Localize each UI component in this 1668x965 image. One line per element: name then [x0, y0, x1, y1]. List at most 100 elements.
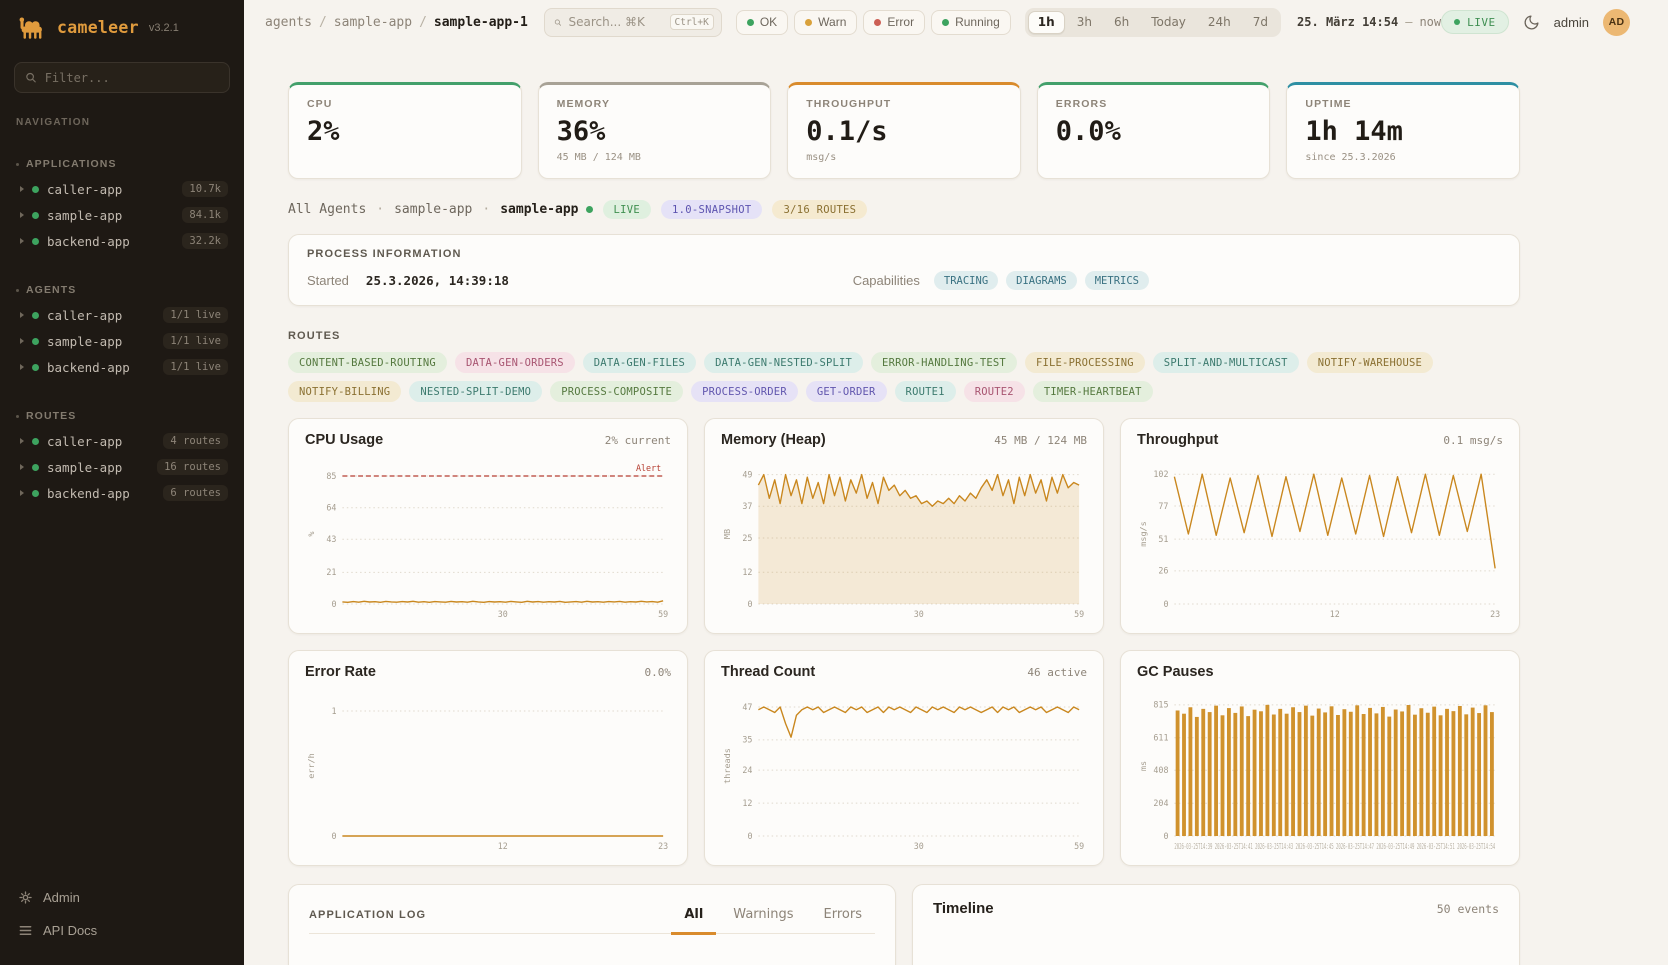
started-label: Started [307, 273, 349, 288]
sidebar-admin-link[interactable]: Admin [0, 881, 244, 914]
time-range-button[interactable]: Today [1141, 11, 1196, 34]
all-agents-link[interactable]: All Agents [288, 202, 367, 217]
live-label: LIVE [1467, 15, 1496, 29]
status-dot-icon [942, 18, 950, 26]
chart-title: Error Rate [305, 664, 376, 680]
stat-card[interactable]: ERRORS 0.0% [1036, 82, 1271, 179]
stat-card[interactable]: THROUGHPUT 0.1/s msg/s [787, 82, 1021, 179]
stat-card[interactable]: MEMORY 36% 45 MB / 124 MB [537, 82, 772, 179]
stat-label: UPTIME [1305, 98, 1352, 110]
stat-card[interactable]: UPTIME 1h 14m since 25.3.2026 [1286, 82, 1520, 179]
status-dot-icon [32, 237, 39, 245]
capability-chip: DIAGRAMS [1006, 271, 1077, 290]
chevron-right-icon [20, 364, 24, 370]
status-filter-chip[interactable]: Error [863, 9, 926, 35]
date-range-value: 25. März 14:54 [1297, 15, 1399, 29]
log-tab[interactable]: Errors [811, 903, 875, 935]
sidebar-item-route[interactable]: sample-app 16 routes [0, 454, 244, 480]
route-tag[interactable]: NOTIFY-BILLING [288, 381, 402, 402]
status-dot-icon [32, 437, 39, 445]
route-tag[interactable]: NESTED-SPLIT-DEMO [409, 381, 543, 402]
sidebar-filter[interactable] [14, 62, 230, 93]
avatar[interactable]: AD [1603, 8, 1631, 36]
sidebar-section-agents: AGENTS caller-app 1/1 live sample-app 1/… [0, 270, 244, 380]
route-tag[interactable]: TIMER-HEARTBEAT [1032, 381, 1153, 402]
route-tag[interactable]: GET-ORDER [805, 381, 887, 402]
time-range-button[interactable]: 1h [1027, 10, 1065, 34]
sidebar-item-count: 6 routes [163, 485, 228, 501]
route-tag[interactable]: ROUTE2 [963, 381, 1025, 402]
route-tag[interactable]: DATA-GEN-ORDERS [454, 352, 575, 373]
gc-pauses-card: GC Pauses 0 204 408 611 815 ms 2026-03-25T14:3… [1120, 650, 1520, 866]
status-filter-chip[interactable]: Warn [794, 9, 858, 35]
time-range-button[interactable]: 7d [1243, 11, 1278, 34]
global-search[interactable]: Ctrl+K [543, 7, 722, 37]
svg-text:77: 77 [1158, 501, 1168, 511]
route-tag[interactable]: SPLIT-AND-MULTICAST [1152, 352, 1299, 373]
sidebar-filter-input[interactable] [44, 70, 219, 85]
log-tab[interactable]: All [671, 903, 717, 935]
status-filter-chip[interactable]: Running [931, 9, 1011, 35]
sidebar-item-count: 32.2k [182, 233, 228, 249]
status-filter-label: Warn [818, 15, 847, 29]
route-tag[interactable]: DATA-GEN-FILES [582, 352, 697, 373]
section-header-applications[interactable]: APPLICATIONS [16, 158, 228, 170]
application-log-card: APPLICATION LOG All Warnings Errors [288, 884, 896, 965]
route-tag[interactable]: PROCESS-COMPOSITE [550, 381, 684, 402]
search-input[interactable] [568, 15, 663, 29]
sidebar-item-agent[interactable]: caller-app 1/1 live [0, 302, 244, 328]
time-range-button[interactable]: 24h [1198, 11, 1241, 34]
chevron-right-icon [20, 338, 24, 344]
section-dot-icon [16, 414, 19, 418]
route-tag[interactable]: DATA-GEN-NESTED-SPLIT [704, 352, 864, 373]
route-tag[interactable]: PROCESS-ORDER [691, 381, 798, 402]
live-badge: LIVE [602, 200, 651, 219]
sidebar-item-route[interactable]: backend-app 6 routes [0, 480, 244, 506]
stat-card[interactable]: CPU 2% [288, 82, 522, 179]
sidebar-item-agent[interactable]: sample-app 1/1 live [0, 328, 244, 354]
error-rate-chart: 0 1 12 23 err/h [306, 706, 668, 851]
username: admin [1553, 14, 1590, 30]
live-indicator[interactable]: LIVE [1441, 10, 1509, 34]
search-icon [554, 18, 561, 26]
route-tag[interactable]: ERROR-HANDLING-TEST [871, 352, 1017, 373]
breadcrumb-sample-app[interactable]: sample-app [333, 14, 413, 30]
navigation-label: NAVIGATION [16, 117, 91, 128]
log-tab[interactable]: Warnings [720, 903, 806, 935]
stat-value: 2% [307, 116, 340, 147]
search-icon [26, 72, 36, 83]
section-header-routes[interactable]: ROUTES [16, 410, 228, 422]
chevron-right-icon [20, 186, 24, 192]
status-dot-icon [32, 363, 39, 371]
section-header-agents[interactable]: AGENTS [16, 284, 228, 296]
breadcrumb-agents[interactable]: agents [265, 14, 312, 30]
route-tag[interactable]: NOTIFY-WAREHOUSE [1306, 352, 1434, 373]
sidebar-item-application[interactable]: backend-app 32.2k [0, 228, 244, 254]
sidebar-item-count: 1/1 live [163, 359, 228, 375]
time-range-button[interactable]: 3h [1067, 11, 1102, 34]
sidebar-item-agent[interactable]: backend-app 1/1 live [0, 354, 244, 380]
topbar-right: LIVE admin AD [1441, 8, 1631, 36]
status-filter-chip[interactable]: OK [735, 9, 789, 35]
svg-text:43: 43 [326, 534, 336, 544]
sidebar-item-application[interactable]: caller-app 10.7k [0, 176, 244, 202]
date-range[interactable]: 25. März 14:54 — now [1297, 15, 1441, 29]
sidebar-item-application[interactable]: sample-app 84.1k [0, 202, 244, 228]
route-tag[interactable]: CONTENT-BASED-ROUTING [288, 352, 447, 373]
agent-app-link[interactable]: sample-app [394, 202, 473, 217]
sidebar-item-count: 4 routes [163, 433, 228, 449]
sidebar-item-label: caller-app [47, 433, 123, 449]
route-tag[interactable]: ROUTE1 [894, 381, 956, 402]
time-range-button[interactable]: 6h [1104, 11, 1139, 34]
svg-text:408: 408 [1153, 765, 1168, 775]
svg-text:30: 30 [914, 609, 924, 619]
sidebar-api-docs-link[interactable]: API Docs [0, 914, 244, 947]
status-dot-icon [32, 337, 39, 345]
sidebar-item-route[interactable]: caller-app 4 routes [0, 428, 244, 454]
route-tag[interactable]: FILE-PROCESSING [1024, 352, 1145, 373]
stat-sub: since 25.3.2026 [1305, 152, 1396, 163]
svg-text:0: 0 [331, 599, 336, 609]
status-filter-label: Error [887, 15, 915, 29]
dark-mode-toggle[interactable] [1523, 14, 1540, 31]
sidebar-item-label: backend-app [47, 233, 130, 249]
